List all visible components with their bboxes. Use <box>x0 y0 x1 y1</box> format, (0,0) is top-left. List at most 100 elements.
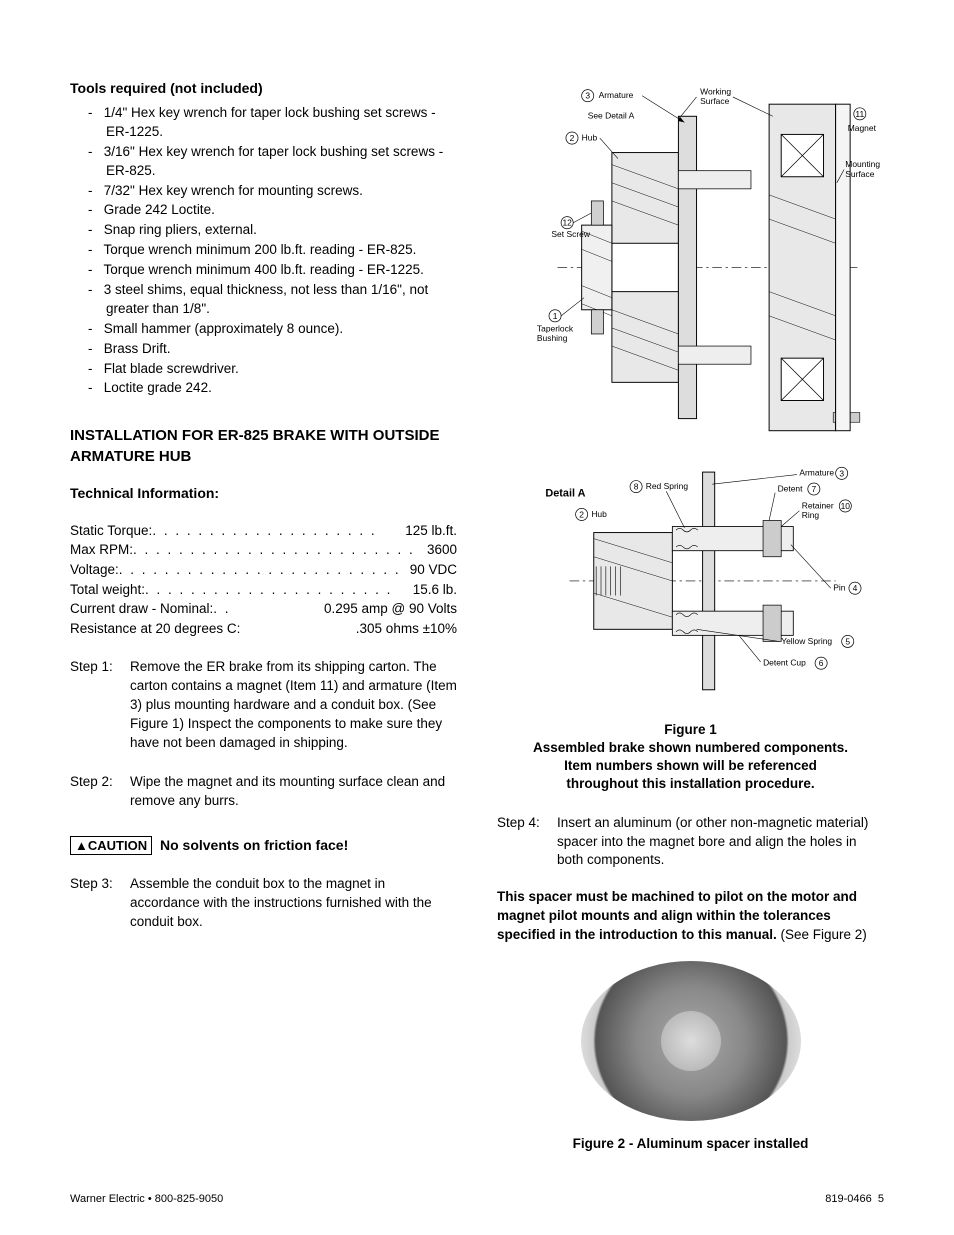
spec-label: Total weight: <box>70 580 145 600</box>
step-block: Step 2: Wipe the magnet and its mounting… <box>70 773 457 811</box>
spec-value: 3600 <box>427 540 457 560</box>
svg-text:3: 3 <box>839 468 844 478</box>
spec-label: Current draw - Nominal: <box>70 599 213 619</box>
tool-item: 1/4" Hex key wrench for taper lock bushi… <box>88 104 457 142</box>
spec-row: Resistance at 20 degrees C: .305 ohms ±1… <box>70 619 457 639</box>
tool-item: Torque wrench minimum 200 lb.ft. reading… <box>88 241 457 260</box>
svg-text:Red Spring: Red Spring <box>646 481 689 491</box>
svg-text:8: 8 <box>634 482 639 492</box>
tool-item: 3 steel shims, equal thickness, not less… <box>88 281 457 319</box>
svg-text:Surface: Surface <box>845 169 874 179</box>
tools-list: 1/4" Hex key wrench for taper lock bushi… <box>70 104 457 398</box>
callout-num: 12 <box>562 218 572 228</box>
step-label: Step 4: <box>497 814 557 871</box>
figure1-caption: Figure 1 Assembled brake shown numbered … <box>497 721 884 794</box>
step-block: Step 1: Remove the ER brake from its shi… <box>70 658 457 752</box>
tech-info-heading: Technical Information: <box>70 485 457 501</box>
specs-block: Static Torque: . . . . . . . . . . . . .… <box>70 521 457 638</box>
tool-item: Torque wrench minimum 400 lb.ft. reading… <box>88 261 457 280</box>
callout-num: 11 <box>855 109 864 119</box>
spec-value: 0.295 amp @ 90 Volts <box>324 599 457 619</box>
svg-text:4: 4 <box>853 583 858 593</box>
step-block: Step 4: Insert an aluminum (or other non… <box>497 814 884 871</box>
tool-item: Small hammer (approximately 8 ounce). <box>88 320 457 339</box>
svg-text:6: 6 <box>819 658 824 668</box>
callout-text: Set Screw <box>551 229 590 239</box>
caution-badge: ▲CAUTION <box>70 836 152 855</box>
spec-row: Current draw - Nominal: . . 0.295 amp @ … <box>70 599 457 619</box>
spec-value: 125 lb.ft. <box>405 521 457 541</box>
svg-text:Surface: Surface <box>700 96 729 106</box>
step-label: Step 2: <box>70 773 130 811</box>
svg-text:10: 10 <box>841 501 851 511</box>
svg-text:Retainer: Retainer <box>802 500 834 510</box>
detail-a-title: Detail A <box>545 487 585 499</box>
svg-text:5: 5 <box>845 636 850 646</box>
tool-item: Brass Drift. <box>88 340 457 359</box>
svg-text:7: 7 <box>812 484 817 494</box>
spec-row: Max RPM: . . . . . . . . . . . . . . . .… <box>70 540 457 560</box>
spec-fill: . . . . . . . . . . . . . . . . . . . . <box>152 521 405 541</box>
svg-text:Armature: Armature <box>799 468 834 478</box>
callout-text: Magnet <box>848 123 877 133</box>
caution-row: ▲CAUTION No solvents on friction face! <box>70 836 457 855</box>
callout-text: Working <box>700 87 731 97</box>
page-footer: Warner Electric • 800-825-9050 819-0466 … <box>70 1193 884 1205</box>
callout-num: 1 <box>553 311 558 321</box>
spec-fill: . . . . . . . . . . . . . . . . . . . . … <box>119 560 410 580</box>
svg-text:Bushing: Bushing <box>537 333 568 343</box>
step-block: Step 3: Assemble the conduit box to the … <box>70 875 457 932</box>
spec-label: Resistance at 20 degrees C: <box>70 619 240 639</box>
tool-item: 7/32" Hex key wrench for mounting screws… <box>88 182 457 201</box>
svg-text:Detent: Detent <box>778 483 804 493</box>
tool-item: Loctite grade 242. <box>88 379 457 398</box>
callout-num: 3 <box>585 91 590 101</box>
step-text: Insert an aluminum (or other non-magneti… <box>557 814 884 871</box>
see-detail-a: See Detail A <box>588 111 635 121</box>
caution-text: No solvents on friction face! <box>160 837 348 853</box>
spec-label: Static Torque: <box>70 521 152 541</box>
spec-label: Max RPM: <box>70 540 133 560</box>
spec-value: .305 ohms ±10% <box>356 619 457 639</box>
spacer-note: This spacer must be machined to pilot on… <box>497 888 884 945</box>
tool-item: 3/16" Hex key wrench for taper lock bush… <box>88 143 457 181</box>
spec-label: Voltage: <box>70 560 119 580</box>
spec-value: 15.6 lb. <box>413 580 457 600</box>
spacer-note-rest: (See Figure 2) <box>777 927 867 942</box>
callout-num: 2 <box>570 133 575 143</box>
step-label: Step 3: <box>70 875 130 932</box>
assembly-diagram-svg: 3 Armature Working Working Surface Surfa… <box>497 80 884 455</box>
install-heading: INSTALLATION FOR ER-825 BRAKE WITH OUTSI… <box>70 426 457 467</box>
spec-value: 90 VDC <box>410 560 457 580</box>
svg-text:2: 2 <box>579 509 584 519</box>
spec-fill: . . <box>213 599 324 619</box>
tools-heading: Tools required (not included) <box>70 80 457 96</box>
svg-text:Hub: Hub <box>591 509 607 519</box>
spec-row: Static Torque: . . . . . . . . . . . . .… <box>70 521 457 541</box>
spec-fill: . . . . . . . . . . . . . . . . . . . . … <box>133 540 427 560</box>
tool-item: Flat blade screwdriver. <box>88 360 457 379</box>
step-label: Step 1: <box>70 658 130 752</box>
step-text: Assemble the conduit box to the magnet i… <box>130 875 457 932</box>
step-text: Remove the ER brake from its shipping ca… <box>130 658 457 752</box>
callout-text: Armature <box>599 90 634 100</box>
tool-item: Grade 242 Loctite. <box>88 201 457 220</box>
left-column: Tools required (not included) 1/4" Hex k… <box>70 80 457 1153</box>
spec-fill: . . . . . . . . . . . . . . . . . . . . … <box>145 580 413 600</box>
svg-text:Mounting: Mounting <box>845 159 880 169</box>
callout-text: Hub <box>582 132 598 142</box>
spec-row: Total weight: . . . . . . . . . . . . . … <box>70 580 457 600</box>
figure2-image <box>581 961 801 1121</box>
footer-left: Warner Electric • 800-825-9050 <box>70 1193 223 1205</box>
svg-text:Taperlock: Taperlock <box>537 324 574 334</box>
svg-text:Detent Cup: Detent Cup <box>763 658 806 668</box>
svg-text:Ring: Ring <box>802 510 820 520</box>
spec-row: Voltage: . . . . . . . . . . . . . . . .… <box>70 560 457 580</box>
footer-right: 819-0466 5 <box>825 1193 884 1205</box>
tool-item: Snap ring pliers, external. <box>88 221 457 240</box>
figure1-detail-a-diagram: Detail A <box>497 460 884 707</box>
right-column: 3 Armature Working Working Surface Surfa… <box>497 80 884 1153</box>
figure2-caption: Figure 2 - Aluminum spacer installed <box>497 1135 884 1153</box>
svg-text:Pin: Pin <box>833 583 846 593</box>
svg-text:Yellow Spring: Yellow Spring <box>781 636 832 646</box>
